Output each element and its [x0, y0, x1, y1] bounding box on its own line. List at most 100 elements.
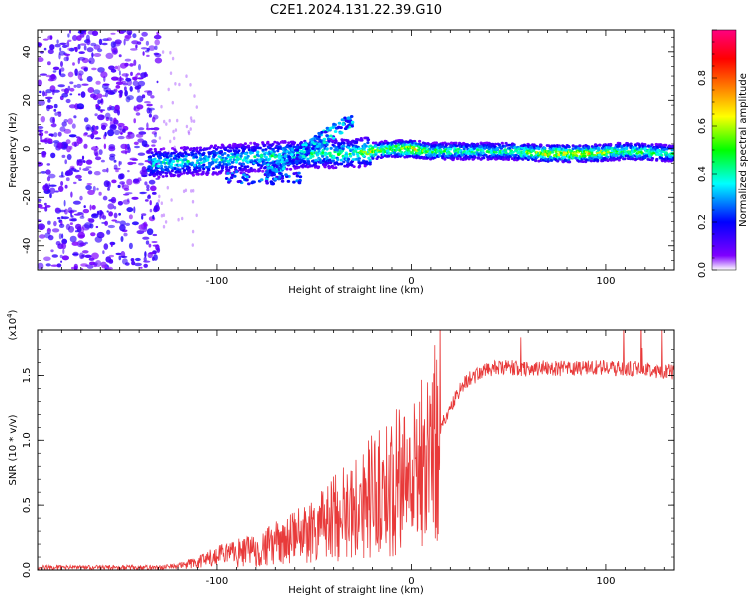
heatmap-cell [559, 151, 563, 155]
heatmap-cell [664, 143, 668, 147]
heatmap-cell [341, 147, 345, 150]
heatmap-cell [81, 155, 85, 160]
heatmap-cell [116, 77, 124, 81]
heatmap-cell [189, 127, 192, 131]
heatmap-cell [245, 178, 249, 182]
heatmap-cell [236, 157, 240, 161]
heatmap-cell [606, 150, 610, 154]
heatmap-cell [477, 156, 481, 160]
heatmap-cell [146, 122, 149, 129]
heatmap-cell [270, 173, 274, 177]
heatmap-cell [609, 142, 613, 146]
heatmap-cell [97, 99, 101, 105]
heatmap-cell [138, 131, 147, 135]
heatmap-cell [154, 39, 160, 46]
heatmap-cell [137, 177, 142, 180]
heatmap-cell [183, 164, 187, 168]
heatmap-cell [113, 164, 118, 170]
heatmap-cell [531, 149, 535, 153]
heatmap-cell [271, 182, 276, 186]
heatmap-cell [40, 225, 43, 231]
heatmap-cell [77, 70, 84, 76]
heatmap-cell [103, 243, 109, 250]
heatmap-cell [93, 53, 102, 57]
heatmap-cell [115, 252, 122, 256]
heatmap-cell [166, 152, 170, 155]
heatmap-cell [133, 118, 136, 124]
heatmap-cell [324, 163, 328, 167]
heatmap-cell [78, 51, 85, 54]
heatmap-cell [623, 157, 627, 161]
heatmap-cell [350, 124, 355, 128]
heatmap-cell [97, 210, 104, 216]
heatmap-cell [552, 147, 556, 150]
heatmap-cell [52, 66, 60, 71]
heatmap-cell [292, 172, 297, 176]
heatmap-cell [161, 170, 165, 174]
heatmap-cell [71, 241, 79, 246]
heatmap-cell [82, 168, 90, 171]
heatmap-cell [101, 42, 108, 46]
heatmap-cell [454, 141, 458, 145]
heatmap-cell [484, 153, 488, 157]
heatmap-cell [83, 132, 87, 137]
heatmap-cell [93, 171, 101, 176]
heatmap-cell [137, 77, 144, 80]
heatmap-cell [76, 103, 85, 110]
heatmap-cell [42, 38, 49, 41]
heatmap-cell [127, 131, 133, 135]
heatmap-cell [195, 213, 198, 218]
heatmap-cell [186, 146, 190, 150]
heatmap-cell [292, 180, 296, 184]
heatmap-cell [357, 165, 361, 169]
heatmap-cell [664, 151, 668, 155]
heatmap-cell [166, 185, 169, 190]
heatmap-cell [167, 161, 171, 165]
heatmap-cell [154, 206, 158, 211]
heatmap-cell [301, 143, 306, 147]
snr-multiplier: (x104) [6, 309, 19, 340]
heatmap-cell [482, 156, 486, 160]
heatmap-cell [546, 160, 550, 163]
heatmap-cell [97, 67, 105, 73]
heatmap-cell [40, 50, 44, 54]
heatmap-cell [227, 168, 231, 172]
heatmap-cell [151, 256, 155, 261]
heatmap-cell [338, 150, 342, 154]
heatmap-cell [145, 40, 149, 46]
heatmap-cell [138, 224, 144, 230]
heatmap-cell [571, 144, 575, 148]
heatmap-cell [522, 144, 526, 147]
heatmap-cell [97, 114, 105, 121]
heatmap-cell [219, 156, 223, 159]
heatmap-cell [350, 120, 355, 124]
heatmap-cell [198, 168, 202, 172]
heatmap-cell [83, 205, 86, 209]
heatmap-cell [63, 128, 71, 134]
heatmap-cell [141, 215, 144, 220]
colorbar: 0.0 0.2 0.4 0.6 0.8 Normalized spectral ampl… [697, 29, 749, 278]
heatmap-cell [124, 86, 127, 91]
heatmap-cell [74, 46, 78, 53]
heatmap-cell [194, 155, 199, 159]
heatmap-cell [169, 139, 172, 144]
heatmap-cell [394, 144, 398, 148]
heatmap-cell [495, 148, 499, 151]
heatmap-cell [113, 129, 120, 136]
heatmap-cell [266, 158, 271, 161]
heatmap-cell [164, 165, 168, 169]
heatmap-cell [241, 149, 245, 153]
heatmap-cell [449, 141, 454, 145]
heatmap-cell [52, 89, 55, 96]
heatmap-cell [514, 153, 518, 157]
heatmap-cell [91, 205, 96, 210]
heatmap-cell [229, 176, 234, 180]
heatmap-cell [160, 213, 164, 218]
heatmap-cell [133, 141, 139, 145]
heatmap-cell [127, 161, 134, 166]
heatmap-cell [144, 181, 148, 186]
heatmap-cell [58, 50, 66, 56]
snr-y-tick-label: 0.5 [22, 497, 33, 513]
heatmap-cell [410, 151, 415, 155]
heatmap-cell [424, 150, 428, 153]
